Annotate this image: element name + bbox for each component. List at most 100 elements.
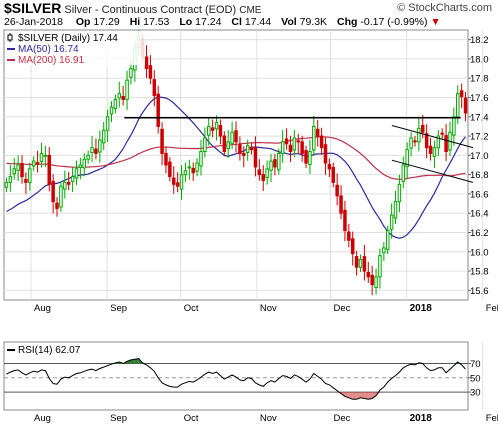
- candle-body: [43, 154, 48, 157]
- candle-body: [409, 137, 413, 149]
- candle-body: [218, 124, 223, 137]
- candle-body: [152, 79, 157, 97]
- candle-body: [8, 176, 13, 183]
- candle: [164, 147, 168, 174]
- candle-body: [199, 151, 203, 167]
- ohlc-values: Op 17.29 Hi 17.53 Lo 17.24 Cl 17.44 Vol 79.3…: [66, 16, 428, 28]
- candle: [315, 119, 320, 147]
- candle: [59, 181, 63, 212]
- candle: [238, 136, 242, 161]
- ohlc-label: Lo: [179, 16, 193, 28]
- candle: [43, 145, 48, 167]
- candle: [354, 250, 359, 276]
- brand-label: © StockCharts.com: [397, 2, 492, 14]
- candle: [269, 154, 273, 183]
- candle: [51, 174, 55, 214]
- candle-body: [125, 79, 129, 100]
- legend-label: MA(50) 16.74: [18, 44, 79, 55]
- ohlc-label: Vol: [281, 16, 297, 28]
- candle-body: [117, 93, 122, 99]
- candle: [66, 171, 71, 191]
- month-label: Aug: [34, 303, 51, 314]
- candle: [331, 162, 336, 188]
- month-label: Oct: [184, 303, 199, 314]
- candle-body: [175, 182, 180, 187]
- candle-body: [421, 124, 425, 133]
- candle-body: [191, 167, 195, 174]
- candle: [222, 131, 227, 157]
- candle-body: [144, 56, 149, 70]
- candle-body: [358, 259, 363, 268]
- candle: [452, 107, 456, 146]
- ohlc-value: 17.29: [90, 16, 120, 28]
- candle-body: [393, 201, 398, 219]
- candle-body: [109, 106, 114, 115]
- candle: [105, 109, 110, 143]
- candle-body: [78, 164, 83, 168]
- candle: [82, 153, 87, 177]
- candle-body: [226, 141, 230, 150]
- ohlc-value: -0.17 (-0.99%): [357, 16, 428, 28]
- rsi-legend-label: RSI(14) 62.07: [18, 345, 81, 356]
- candle-body: [296, 140, 300, 143]
- candle: [39, 142, 44, 168]
- candle-body: [249, 146, 254, 151]
- candle-body: [105, 116, 110, 131]
- candle: [16, 155, 20, 181]
- chart-title: $SILVER Silver - Continuous Contract (EO…: [4, 0, 261, 16]
- month-label: Aug: [34, 413, 51, 424]
- candle: [226, 130, 230, 159]
- candle: [199, 139, 203, 176]
- rsi-oversold-fill: [364, 392, 369, 400]
- candle: [304, 145, 308, 168]
- month-label: Dec: [334, 413, 351, 424]
- candle: [385, 225, 390, 255]
- candle: [440, 128, 444, 139]
- price-tick-label: 15.8: [470, 267, 489, 278]
- candle-body: [39, 152, 44, 163]
- candle-body: [156, 93, 160, 127]
- month-label: 2018: [410, 413, 433, 424]
- price-tick-label: 16.8: [470, 170, 489, 181]
- quote-line: 26-Jan-2018 Op 17.29 Hi 17.53 Lo 17.24 Cl 1…: [4, 16, 441, 28]
- month-label: 2018: [410, 303, 433, 314]
- candle-body: [269, 160, 273, 171]
- candle-body: [280, 141, 285, 154]
- candle-body: [187, 166, 192, 169]
- candle: [172, 166, 176, 194]
- candle-body: [405, 149, 409, 167]
- price-tick-label: 18.2: [470, 35, 489, 46]
- legend-label: MA(200) 16.91: [18, 55, 85, 66]
- candle: [401, 156, 406, 189]
- candle: [156, 85, 160, 134]
- candle-body: [261, 174, 265, 181]
- candle: [358, 254, 363, 273]
- candle-body: [428, 145, 433, 154]
- candle-body: [179, 174, 184, 190]
- candle: [347, 223, 351, 248]
- candle-body: [347, 231, 351, 241]
- candle: [152, 70, 157, 107]
- candle: [389, 203, 394, 239]
- candle: [175, 172, 180, 193]
- candle-body: [63, 181, 67, 190]
- candle: [12, 158, 16, 180]
- candle: [125, 70, 129, 111]
- candle: [94, 138, 98, 160]
- candle-body: [370, 274, 374, 286]
- candle-body: [51, 180, 55, 203]
- candle: [257, 159, 262, 181]
- rsi-oversold-fill: [372, 392, 377, 399]
- candle: [101, 121, 106, 150]
- candle: [288, 135, 293, 163]
- candle: [210, 119, 215, 138]
- candle: [319, 127, 324, 155]
- candle-body: [284, 138, 289, 145]
- candle-body: [277, 152, 281, 171]
- candle-body: [354, 256, 359, 268]
- candle: [234, 121, 238, 153]
- candle-body: [273, 159, 277, 168]
- candle-icon: [7, 34, 13, 41]
- candle-body: [319, 135, 324, 149]
